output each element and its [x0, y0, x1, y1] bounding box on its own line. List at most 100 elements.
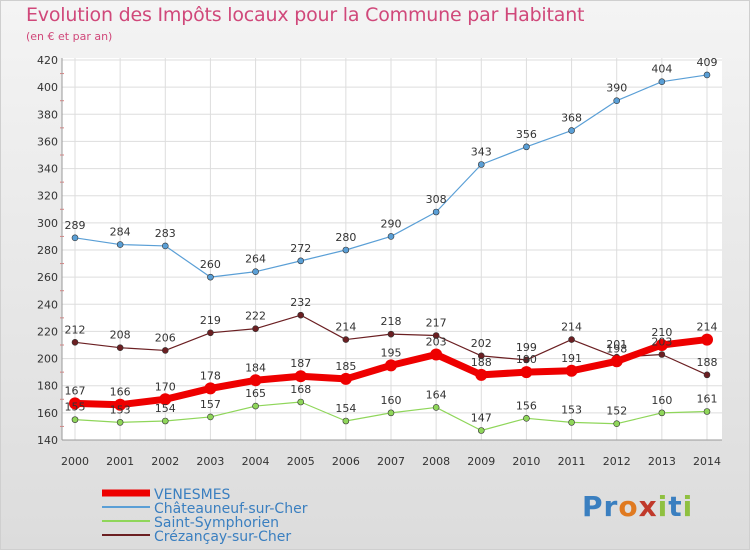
- x-tick-label: 2010: [512, 455, 540, 468]
- data-label: 202: [471, 337, 492, 350]
- x-tick-label: 2004: [242, 455, 270, 468]
- y-tick-label: 340: [37, 163, 58, 176]
- data-point: [161, 347, 169, 354]
- data-point: [523, 356, 530, 364]
- data-label: 160: [651, 394, 672, 407]
- data-label: 154: [335, 402, 356, 415]
- data-label: 165: [245, 387, 266, 400]
- data-point: [204, 382, 217, 395]
- y-tick-label: 160: [37, 407, 58, 420]
- logo-letter: o: [618, 490, 639, 523]
- data-point: [71, 234, 79, 242]
- data-point: [159, 393, 172, 406]
- data-point: [71, 338, 79, 346]
- legend-label: Saint-Symphorien: [154, 515, 279, 531]
- data-point: [297, 257, 305, 265]
- data-label: 178: [200, 369, 221, 382]
- data-label: 356: [516, 128, 537, 141]
- data-point: [477, 352, 485, 360]
- data-label: 147: [471, 412, 492, 425]
- data-label: 284: [110, 226, 131, 239]
- x-tick-label: 2014: [693, 455, 721, 468]
- y-tick-label: 180: [37, 380, 58, 393]
- data-point: [568, 419, 575, 426]
- data-label: 343: [471, 146, 492, 159]
- data-label: 219: [200, 314, 221, 327]
- data-point: [432, 404, 440, 411]
- logo-letter: x: [638, 490, 658, 523]
- data-point: [342, 417, 350, 425]
- data-point: [252, 402, 259, 410]
- logo-letter: t: [668, 490, 683, 523]
- data-label: 188: [697, 356, 718, 369]
- data-point: [71, 416, 79, 423]
- legend-label: Châteauneuf-sur-Cher: [154, 501, 308, 517]
- y-tick-label: 300: [37, 217, 58, 230]
- data-point: [252, 268, 259, 276]
- data-label: 210: [651, 326, 672, 339]
- y-tick-label: 380: [37, 108, 58, 121]
- x-tick-label: 2012: [603, 455, 631, 468]
- data-point: [207, 413, 214, 421]
- data-point: [385, 359, 397, 372]
- data-point: [116, 241, 124, 248]
- data-point: [387, 409, 395, 417]
- data-point: [161, 417, 169, 425]
- data-point: [613, 420, 621, 428]
- data-label: 168: [290, 383, 311, 396]
- data-label: 308: [426, 193, 447, 206]
- y-tick-label: 420: [37, 54, 58, 67]
- data-label: 201: [606, 338, 627, 351]
- data-point: [475, 368, 488, 381]
- y-tick-label: 360: [37, 135, 58, 148]
- data-point: [568, 336, 575, 343]
- proxiti-logo: Proxiti: [582, 490, 693, 523]
- data-label: 208: [110, 329, 131, 342]
- data-label: 289: [65, 219, 86, 232]
- data-label: 283: [155, 227, 176, 240]
- data-point: [116, 344, 124, 352]
- data-point: [568, 127, 575, 134]
- data-label: 218: [381, 315, 402, 328]
- data-label: 184: [245, 361, 266, 374]
- data-label: 272: [290, 242, 311, 255]
- data-label: 217: [426, 317, 447, 330]
- data-point: [658, 78, 666, 86]
- data-point: [703, 408, 711, 415]
- y-tick-label: 400: [37, 81, 58, 94]
- x-tick-label: 2005: [287, 455, 315, 468]
- data-point: [523, 143, 530, 151]
- data-label: 280: [335, 231, 356, 244]
- data-point: [655, 339, 668, 351]
- data-point: [249, 374, 262, 387]
- data-label: 264: [245, 253, 266, 266]
- data-point: [432, 208, 440, 216]
- y-tick-label: 280: [37, 244, 58, 257]
- data-point: [432, 332, 440, 339]
- y-tick-label: 140: [37, 434, 58, 447]
- data-label: 153: [561, 403, 582, 416]
- data-point: [342, 336, 350, 343]
- plot-area: [62, 58, 722, 440]
- x-tick-label: 2006: [332, 455, 360, 468]
- data-label: 185: [335, 360, 356, 373]
- data-point: [339, 372, 352, 385]
- data-point: [658, 351, 666, 358]
- data-label: 164: [426, 388, 447, 401]
- data-point: [387, 330, 395, 338]
- y-tick-label: 200: [37, 353, 58, 366]
- data-point: [114, 398, 127, 411]
- x-tick-label: 2008: [422, 455, 450, 468]
- data-point: [387, 233, 395, 240]
- data-point: [565, 364, 578, 377]
- data-label: 160: [381, 394, 402, 407]
- data-label: 198: [606, 342, 627, 355]
- data-label: 214: [697, 321, 718, 334]
- x-tick-label: 2000: [61, 455, 89, 468]
- data-label: 156: [516, 399, 537, 412]
- x-tick-label: 2007: [377, 455, 405, 468]
- data-label: 199: [516, 341, 537, 354]
- data-point: [297, 398, 305, 406]
- data-point: [116, 419, 124, 426]
- x-tick-label: 2009: [467, 455, 495, 468]
